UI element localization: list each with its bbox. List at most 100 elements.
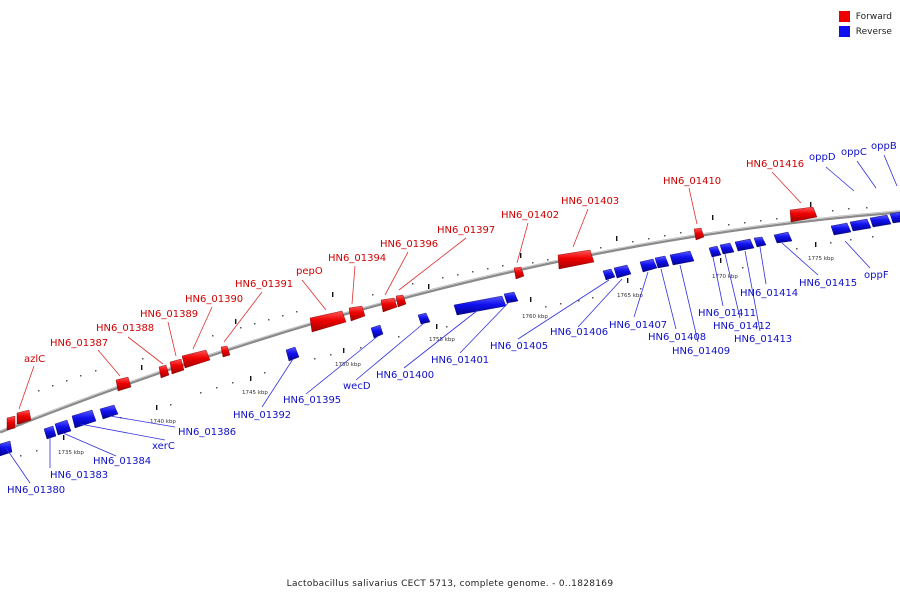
scale-label: 1755 kbp [429,337,455,343]
forward-gene[interactable] [348,305,366,322]
gene-label-hn6-01407[interactable]: HN6_01407 [609,320,667,331]
reverse-swatch [838,26,850,37]
forward-gene[interactable] [380,297,398,313]
reverse-gene[interactable] [849,218,872,232]
reverse-gene[interactable] [602,268,616,281]
gene-label-hn6-01410[interactable]: HN6_01410 [663,176,721,187]
forward-features [6,206,818,431]
gene-label-hn6-01408[interactable]: HN6_01408 [648,332,706,343]
legend-reverse-label: Reverse [855,26,892,37]
gene-label-oppB[interactable]: oppB [871,141,897,152]
gene-label-hn6-01412[interactable]: HN6_01412 [713,321,771,332]
gene-label-hn6-01390[interactable]: HN6_01390 [185,294,243,305]
reverse-gene[interactable] [708,245,722,258]
gene-label-oppF[interactable]: oppF [864,270,889,281]
gene-label-hn6-01392[interactable]: HN6_01392 [233,410,291,421]
forward-leader-lines [18,171,802,410]
reverse-leader-lines [5,154,898,484]
gene-label-hn6-01411[interactable]: HN6_01411 [698,308,756,319]
gene-label-oppC[interactable]: oppC [841,147,867,158]
gene-label-hn6-01389[interactable]: HN6_01389 [140,309,198,320]
genome-backbone-highlight [0,210,900,432]
reverse-gene[interactable] [285,346,300,362]
reverse-gene[interactable] [654,255,670,269]
reverse-gene[interactable] [453,295,507,316]
forward-gene[interactable] [115,376,132,392]
gene-label-hn6-01400[interactable]: HN6_01400 [376,370,434,381]
gene-label-hn6-01409[interactable]: HN6_01409 [672,346,730,357]
reverse-gene[interactable] [370,324,384,339]
reverse-gene[interactable] [639,258,658,273]
legend: Forward Reverse [838,9,892,39]
gene-label-hn6-01395[interactable]: HN6_01395 [283,395,341,406]
reverse-gene[interactable] [889,211,900,224]
forward-gene[interactable] [16,409,32,425]
forward-gene[interactable] [6,415,16,431]
reverse-gene[interactable] [869,214,892,228]
gene-label-hn6-01396[interactable]: HN6_01396 [380,239,438,250]
forward-gene[interactable] [789,206,818,223]
reverse-gene[interactable] [719,242,735,255]
genome-caption: Lactobacillus salivarius CECT 5713, comp… [286,579,614,589]
legend-reverse: Reverse [838,24,892,39]
gene-label-hn6-01413[interactable]: HN6_01413 [734,334,792,345]
reverse-gene[interactable] [613,264,632,279]
gene-label-pepO[interactable]: pepO [296,266,323,277]
minor-ticks-top [38,207,868,392]
gene-label-hn6-01401[interactable]: HN6_01401 [431,355,489,366]
scale-label: 1750 kbp [335,362,361,368]
gene-label-azlC[interactable]: azlC [24,354,45,365]
reverse-gene[interactable] [99,404,119,420]
reverse-gene[interactable] [734,238,755,252]
gene-label-hn6-01416[interactable]: HN6_01416 [746,159,804,170]
forward-gene[interactable] [513,266,525,280]
gene-label-hn6-01386[interactable]: HN6_01386 [178,427,236,438]
gene-label-hn6-01414[interactable]: HN6_01414 [740,288,798,299]
forward-gene[interactable] [557,249,595,270]
reverse-gene[interactable] [753,236,767,248]
gene-label-oppD[interactable]: oppD [809,152,836,163]
forward-gene[interactable] [309,310,347,333]
reverse-gene[interactable] [503,291,519,304]
major-ticks-bottom [63,242,817,440]
reverse-gene[interactable] [43,425,57,440]
gene-label-hn6-01415[interactable]: HN6_01415 [799,278,857,289]
scale-label: 1765 kbp [617,293,643,299]
gene-label-hn6-01406[interactable]: HN6_01406 [550,327,608,338]
reverse-gene[interactable] [830,222,852,236]
gene-label-hn6-01397[interactable]: HN6_01397 [437,225,495,236]
gene-label-hn6-01403[interactable]: HN6_01403 [561,196,619,207]
scale-label: 1735 kbp [58,450,84,456]
gene-label-hn6-01383[interactable]: HN6_01383 [50,470,108,481]
forward-gene[interactable] [693,227,705,241]
scale-label: 1770 kbp [712,274,738,280]
genome-backbone [0,210,900,434]
reverse-gene[interactable] [417,312,431,325]
gene-label-hn6-01387[interactable]: HN6_01387 [50,338,108,349]
scale-label: 1740 kbp [150,419,176,425]
reverse-gene[interactable] [71,409,97,429]
forward-gene[interactable] [181,349,211,369]
forward-gene[interactable] [395,294,407,308]
forward-gene[interactable] [158,364,170,379]
gene-label-hn6-01388[interactable]: HN6_01388 [96,323,154,334]
reverse-gene[interactable] [54,419,72,436]
gene-label-hn6-01394[interactable]: HN6_01394 [328,253,386,264]
forward-gene[interactable] [220,345,231,358]
gene-label-wecD[interactable]: wecD [343,381,371,392]
reverse-gene[interactable] [669,250,695,266]
major-ticks-top [141,202,812,370]
gene-label-hn6-01402[interactable]: HN6_01402 [501,210,559,221]
forward-labels: azlC HN6_01387 HN6_01388 HN6_01389 HN6_0… [24,159,804,365]
reverse-gene[interactable] [773,231,793,244]
gene-label-hn6-01380[interactable]: HN6_01380 [7,485,65,496]
reverse-labels: HN6_01380 HN6_01383 HN6_01384 xerC HN6_0… [7,141,897,496]
gene-label-hn6-01391[interactable]: HN6_01391 [235,279,293,290]
gene-label-hn6-01384[interactable]: HN6_01384 [93,456,151,467]
forward-gene[interactable] [169,358,185,375]
scale-label: 1760 kbp [522,314,548,320]
gene-label-xerC[interactable]: xerC [152,441,175,452]
minor-ticks-bottom [20,236,874,457]
gene-label-hn6-01405[interactable]: HN6_01405 [490,341,548,352]
